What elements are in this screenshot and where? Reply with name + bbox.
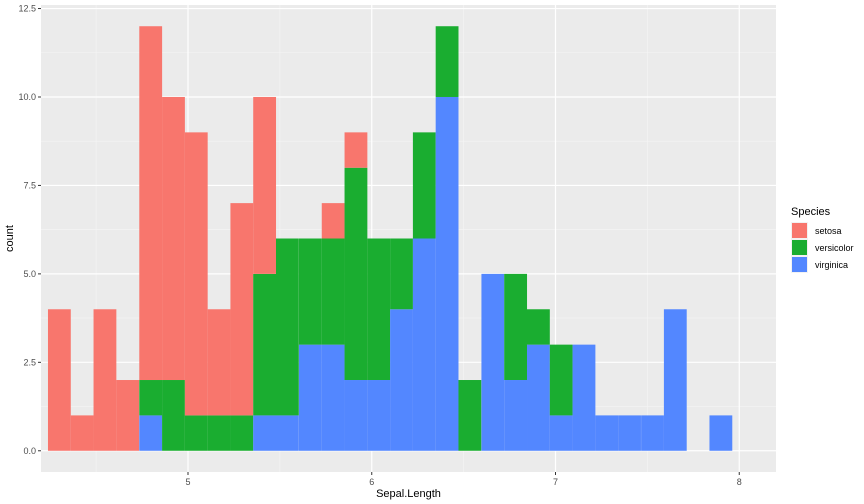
bar-virginica bbox=[504, 380, 528, 451]
bar-versicolor bbox=[298, 238, 322, 345]
y-tick-label: 7.5 bbox=[23, 180, 36, 190]
y-axis-title: count bbox=[4, 225, 16, 252]
y-tick-label: 12.5 bbox=[18, 4, 36, 14]
bar-virginica bbox=[367, 380, 391, 451]
legend-label-versicolor: versicolor bbox=[815, 243, 854, 253]
bar-virginica bbox=[549, 415, 573, 451]
x-tick-label: 8 bbox=[737, 477, 742, 487]
bar-virginica bbox=[321, 344, 345, 451]
bar-setosa bbox=[47, 309, 71, 451]
bar-versicolor bbox=[435, 26, 459, 97]
bar-versicolor bbox=[458, 380, 482, 451]
y-tick-label: 5.0 bbox=[23, 269, 36, 279]
bar-setosa bbox=[230, 203, 254, 416]
bar-virginica bbox=[276, 415, 299, 451]
bar-virginica bbox=[481, 273, 505, 451]
bar-versicolor bbox=[207, 415, 231, 451]
bar-virginica bbox=[709, 415, 733, 451]
bar-versicolor bbox=[139, 380, 163, 416]
legend: Species setosa versicolor virginica bbox=[791, 206, 854, 273]
bar-setosa bbox=[70, 415, 94, 451]
bar-virginica bbox=[618, 415, 641, 451]
x-axis: 5 6 7 8 bbox=[185, 472, 742, 487]
bar-versicolor bbox=[276, 238, 299, 416]
bar-versicolor bbox=[321, 238, 345, 345]
x-axis-title: Sepal.Length bbox=[376, 488, 441, 500]
bar-versicolor bbox=[162, 380, 185, 451]
bar-setosa bbox=[162, 96, 185, 381]
bar-virginica bbox=[344, 380, 368, 451]
legend-title: Species bbox=[791, 206, 831, 218]
legend-key-virginica bbox=[792, 257, 807, 272]
bar-virginica bbox=[253, 415, 277, 451]
bar-setosa bbox=[184, 132, 208, 416]
bar-versicolor bbox=[527, 309, 550, 345]
bar-versicolor bbox=[390, 238, 413, 310]
y-tick-label: 10.0 bbox=[18, 92, 36, 102]
legend-key-versicolor bbox=[792, 240, 807, 255]
y-tick-label: 0.0 bbox=[23, 446, 36, 456]
bar-virginica bbox=[390, 309, 413, 451]
bar-setosa bbox=[93, 309, 117, 451]
y-tick-label: 2.5 bbox=[23, 357, 36, 367]
bar-versicolor bbox=[367, 238, 391, 381]
x-tick-label: 7 bbox=[553, 477, 558, 487]
bar-versicolor bbox=[549, 344, 573, 416]
x-tick-label: 5 bbox=[185, 477, 190, 487]
bar-virginica bbox=[663, 309, 687, 451]
bar-setosa bbox=[116, 380, 140, 451]
legend-label-setosa: setosa bbox=[815, 226, 842, 236]
bar-virginica bbox=[412, 238, 436, 451]
bar-versicolor bbox=[344, 167, 368, 381]
bar-setosa bbox=[207, 309, 231, 416]
bar-virginica bbox=[139, 415, 163, 451]
bar-versicolor bbox=[184, 415, 208, 451]
bar-virginica bbox=[595, 415, 619, 451]
bar-virginica bbox=[572, 344, 596, 451]
y-axis: 0.0 2.5 5.0 7.5 10.0 12.5 bbox=[18, 4, 41, 456]
bar-versicolor bbox=[412, 132, 436, 239]
bar-versicolor bbox=[230, 415, 254, 451]
legend-key-setosa bbox=[792, 223, 807, 238]
bar-virginica bbox=[435, 96, 459, 451]
histogram-bars bbox=[47, 26, 733, 451]
bar-setosa bbox=[139, 26, 163, 381]
bar-virginica bbox=[641, 415, 664, 451]
bar-setosa bbox=[253, 96, 277, 274]
x-tick-label: 6 bbox=[369, 477, 374, 487]
bar-versicolor bbox=[253, 273, 277, 416]
bar-virginica bbox=[527, 344, 550, 451]
bar-virginica bbox=[298, 344, 322, 451]
legend-label-virginica: virginica bbox=[815, 260, 848, 270]
bar-setosa bbox=[321, 203, 345, 239]
bar-versicolor bbox=[504, 273, 528, 381]
bar-setosa bbox=[344, 132, 368, 168]
